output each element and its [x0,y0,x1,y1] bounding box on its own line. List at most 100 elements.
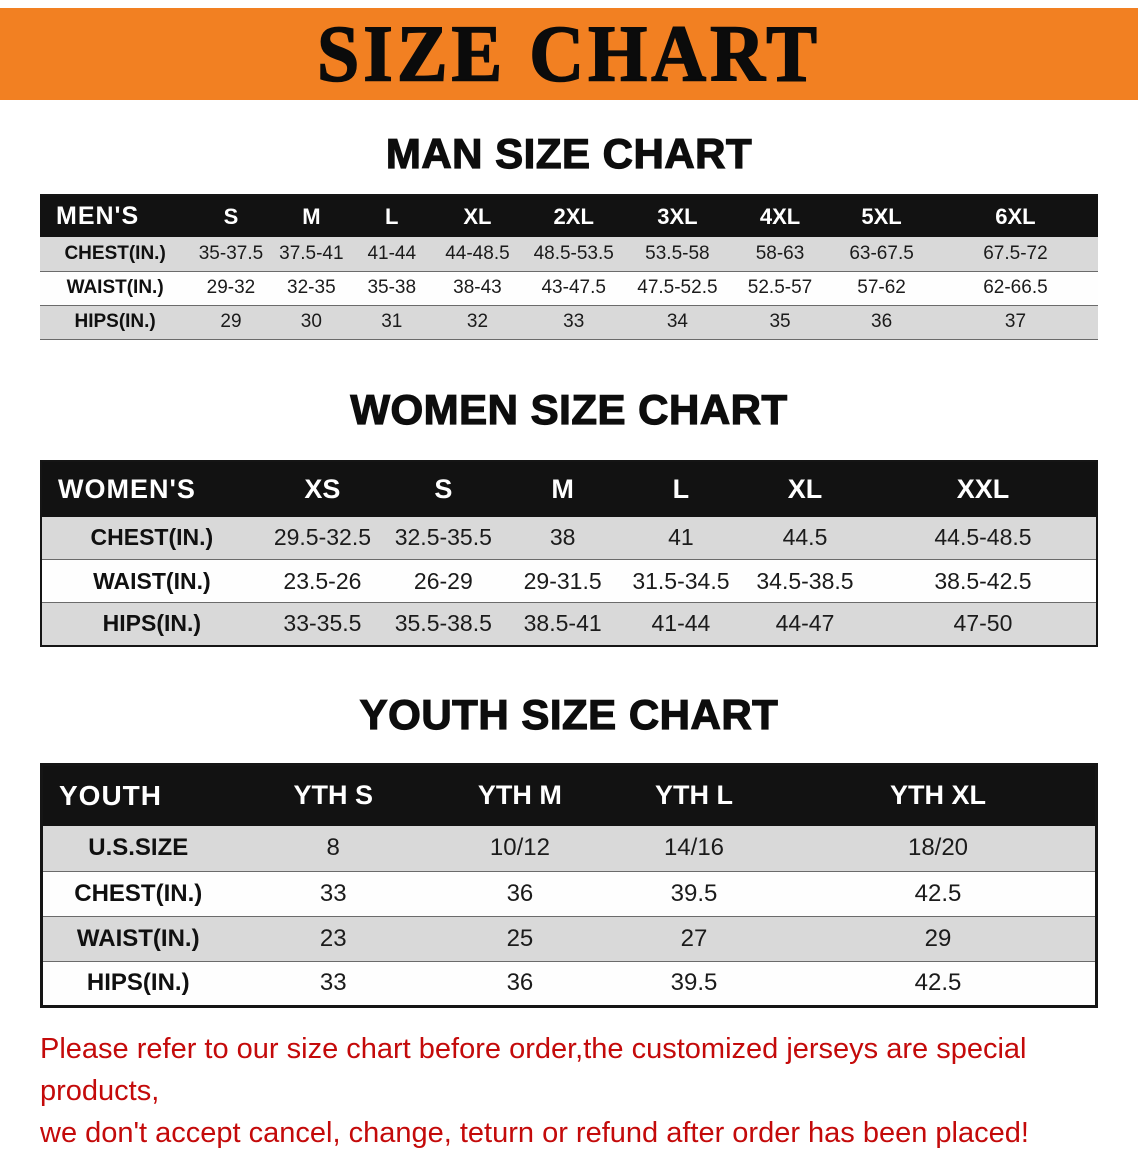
size-value: 44.5 [782,524,828,551]
row-label: WAIST(IN.) [66,277,164,298]
size-value: 29.5-32.5 [273,524,372,551]
size-value: 37.5-41 [279,242,344,264]
size-column-header: XL [432,195,523,237]
size-value: 29-32 [206,277,256,298]
size-value: 37 [1004,311,1027,332]
size-column-header: 5XL [830,195,933,237]
size-value: 29 [924,924,952,952]
row-label: CHEST(IN.) [64,242,166,264]
size-value: 53.5-58 [645,242,710,264]
size-value: 44-48.5 [445,242,510,264]
section-youth: YOUTH SIZE CHART YOUTH YTH S YTH M YTH L YTH… [0,690,1138,1008]
size-value: 35.5-38.5 [394,610,492,637]
size-column-header: S [383,460,504,517]
disclaimer-line: we don't accept cancel, change, teturn o… [40,1116,1029,1149]
row-label: HIPS(IN.) [102,610,202,637]
section-men: MAN SIZE CHART MEN'S S M L XL 2XL 3XL 4XL 5XL 6XL… [0,129,1138,340]
size-value: 8 [326,834,340,862]
size-value: 31.5-34.5 [632,567,730,594]
row-label: U.S.SIZE [88,834,189,862]
measurement-row: CHEST(IN.) 29.5-32.5 32.5-35.5 38 41 44.5 44.5… [41,516,1097,560]
measurement-row: WAIST(IN.) 23.5-26 26-29 29-31.5 31.5-34.5 34… [41,559,1097,603]
size-column-header: L [351,195,433,237]
size-column-header: XL [740,460,870,517]
measurement-row: U.S.SIZE 8 10/12 14/16 18/20 [41,826,1097,871]
disclaimer-line: Please refer to our size chart before or… [40,1032,1027,1107]
size-value: 33 [319,879,347,907]
size-column-header: XXL [869,460,1097,517]
table-title-cell: MEN'S [40,195,191,237]
page-title: SIZE CHART [316,8,821,99]
size-value: 39.5 [670,969,718,996]
size-value: 62-66.5 [983,277,1048,298]
size-value: 36 [871,311,893,332]
measurement-row: CHEST(IN.) 35-37.5 37.5-41 41-44 44-48.5 48.5… [40,237,1098,271]
size-column-header: YTH M [432,764,607,826]
size-value: 29-31.5 [523,567,602,594]
size-value: 36 [506,969,534,996]
size-column-header: S [190,195,272,237]
header-row: MEN'S S M L XL 2XL 3XL 4XL 5XL 6XL [40,195,1098,237]
header-row: YOUTH YTH S YTH M YTH L YTH XL [41,764,1097,826]
size-value: 10/12 [489,834,550,862]
table-title-cell: WOMEN'S [41,460,262,517]
size-value: 67.5-72 [983,242,1048,264]
size-value: 41 [668,524,694,551]
table-title-cell: YOUTH [41,764,234,826]
size-value: 33 [563,311,585,332]
banner: SIZE CHART [0,8,1138,100]
size-column-header: XS [261,460,384,517]
size-value: 47.5-52.5 [637,277,718,298]
size-value: 34 [666,311,688,332]
size-value: 14/16 [663,834,725,862]
size-value: 33-35.5 [283,610,362,637]
size-value: 18/20 [907,834,969,862]
size-value: 25 [506,924,534,952]
measurement-row: CHEST(IN.) 33 36 39.5 42.5 [41,871,1097,916]
row-label: HIPS(IN.) [86,969,190,996]
size-value: 32.5-35.5 [394,524,492,551]
size-value: 35-37.5 [198,242,264,264]
size-value: 41-44 [367,242,417,264]
size-column-header: YTH L [606,764,782,826]
size-value: 34.5-38.5 [756,567,854,594]
women-section-heading: WOMEN SIZE CHART [350,385,788,433]
size-value: 58-63 [755,242,805,264]
measurement-row: HIPS(IN.) 29 30 31 32 33 34 35 36 37 [40,305,1098,339]
size-column-header: 2XL [522,195,626,237]
size-column-header: 3XL [625,195,730,237]
size-value: 48.5-53.5 [533,242,614,264]
size-value: 44-47 [775,610,835,637]
row-label: CHEST(IN.) [90,524,214,551]
size-value: 32-35 [287,277,336,298]
size-column-header: L [621,460,741,517]
size-value: 38.5-42.5 [934,567,1032,594]
size-column-header: M [271,195,352,237]
youth-section-heading: YOUTH SIZE CHART [359,690,779,738]
size-value: 41-44 [651,610,711,637]
section-women: WOMEN SIZE CHART WOMEN'S XS S M L XL XXL CHEST(… [0,385,1138,647]
size-value: 36 [506,879,534,907]
size-value: 38-43 [453,277,502,298]
size-value: 31 [381,311,403,332]
size-column-header: M [503,460,622,517]
size-value: 52.5-57 [747,277,813,298]
size-column-header: 6XL [932,195,1098,237]
size-chart-page: SIZE CHART MAN SIZE CHART MEN'S S M L XL 2XL 3… [0,8,1138,1149]
size-value: 35 [769,311,791,332]
size-value: 27 [680,924,708,952]
size-value: 57-62 [857,277,906,298]
size-value: 39.5 [670,879,718,907]
size-column-header: YTH S [233,764,433,826]
size-value: 44.5-48.5 [934,524,1032,551]
women-size-table: WOMEN'S XS S M L XL XXL CHEST(IN.) 29.5-32.5 32.5… [40,459,1098,647]
size-value: 42.5 [914,969,962,996]
header-row: WOMEN'S XS S M L XL XXL [41,460,1097,517]
size-value: 42.5 [914,879,962,907]
row-label: WAIST(IN.) [93,567,211,594]
row-label: CHEST(IN.) [74,879,203,907]
size-column-header: 4XL [729,195,831,237]
measurement-row: HIPS(IN.) 33 36 39.5 42.5 [41,961,1097,1006]
size-value: 26-29 [413,567,473,594]
disclaimer: Please refer to our size chart before or… [40,1028,1138,1154]
